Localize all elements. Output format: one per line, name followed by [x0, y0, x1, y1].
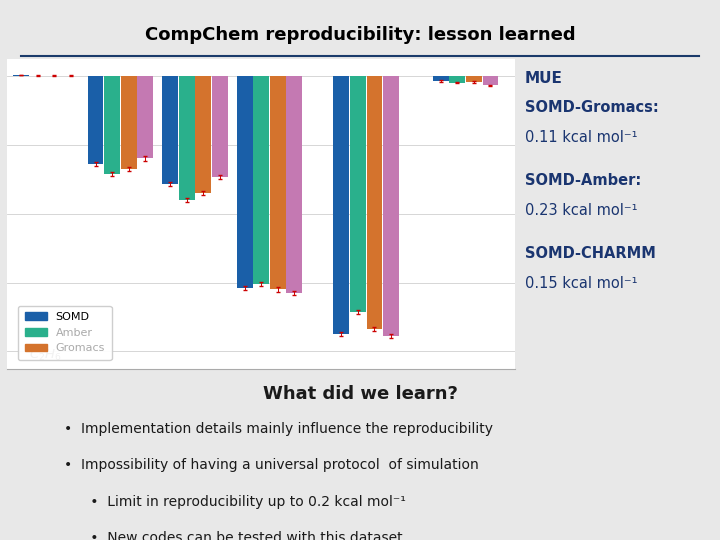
Text: CompChem reproducibility: lesson learned: CompChem reproducibility: lesson learned [145, 26, 575, 44]
Bar [350, 76, 366, 312]
Text: SOMD-Amber:: SOMD-Amber: [525, 173, 642, 188]
Bar [253, 76, 269, 284]
Bar [287, 76, 302, 293]
Bar [179, 76, 194, 200]
Bar [138, 76, 153, 158]
Text: What did we learn?: What did we learn? [263, 386, 457, 403]
Text: 0.11 kcal mol⁻¹: 0.11 kcal mol⁻¹ [525, 130, 638, 145]
Bar [433, 76, 449, 81]
Text: SOMD-Gromacs:: SOMD-Gromacs: [525, 100, 659, 116]
Text: 0.23 kcal mol⁻¹: 0.23 kcal mol⁻¹ [525, 202, 638, 218]
Text: $C_2H_6$: $C_2H_6$ [30, 347, 62, 362]
Text: •  Impossibility of having a universal protocol  of simulation: • Impossibility of having a universal pr… [63, 458, 478, 472]
Bar [482, 76, 498, 85]
Bar [466, 76, 482, 82]
Bar [449, 76, 465, 83]
Bar [88, 76, 104, 164]
Text: 0.15 kcal mol⁻¹: 0.15 kcal mol⁻¹ [525, 275, 638, 291]
Text: MUE: MUE [525, 71, 563, 86]
Bar [212, 76, 228, 178]
Bar [270, 76, 286, 289]
Bar [13, 75, 29, 76]
Bar [383, 76, 399, 336]
Text: SOMD-CHARMM: SOMD-CHARMM [525, 246, 656, 261]
Bar [104, 76, 120, 174]
Text: •  New codes can be tested with this dataset: • New codes can be tested with this data… [63, 531, 402, 540]
Bar [121, 76, 137, 169]
Legend: SOMD, Amber, Gromacs: SOMD, Amber, Gromacs [18, 306, 112, 360]
Bar [195, 76, 211, 193]
Text: •  Limit in reproducibility up to 0.2 kcal mol⁻¹: • Limit in reproducibility up to 0.2 kca… [63, 495, 405, 509]
Bar [237, 76, 253, 288]
Text: •  Implementation details mainly influence the reproducibility: • Implementation details mainly influenc… [63, 422, 492, 436]
Bar [366, 76, 382, 329]
Bar [162, 76, 178, 184]
Bar [333, 76, 349, 334]
